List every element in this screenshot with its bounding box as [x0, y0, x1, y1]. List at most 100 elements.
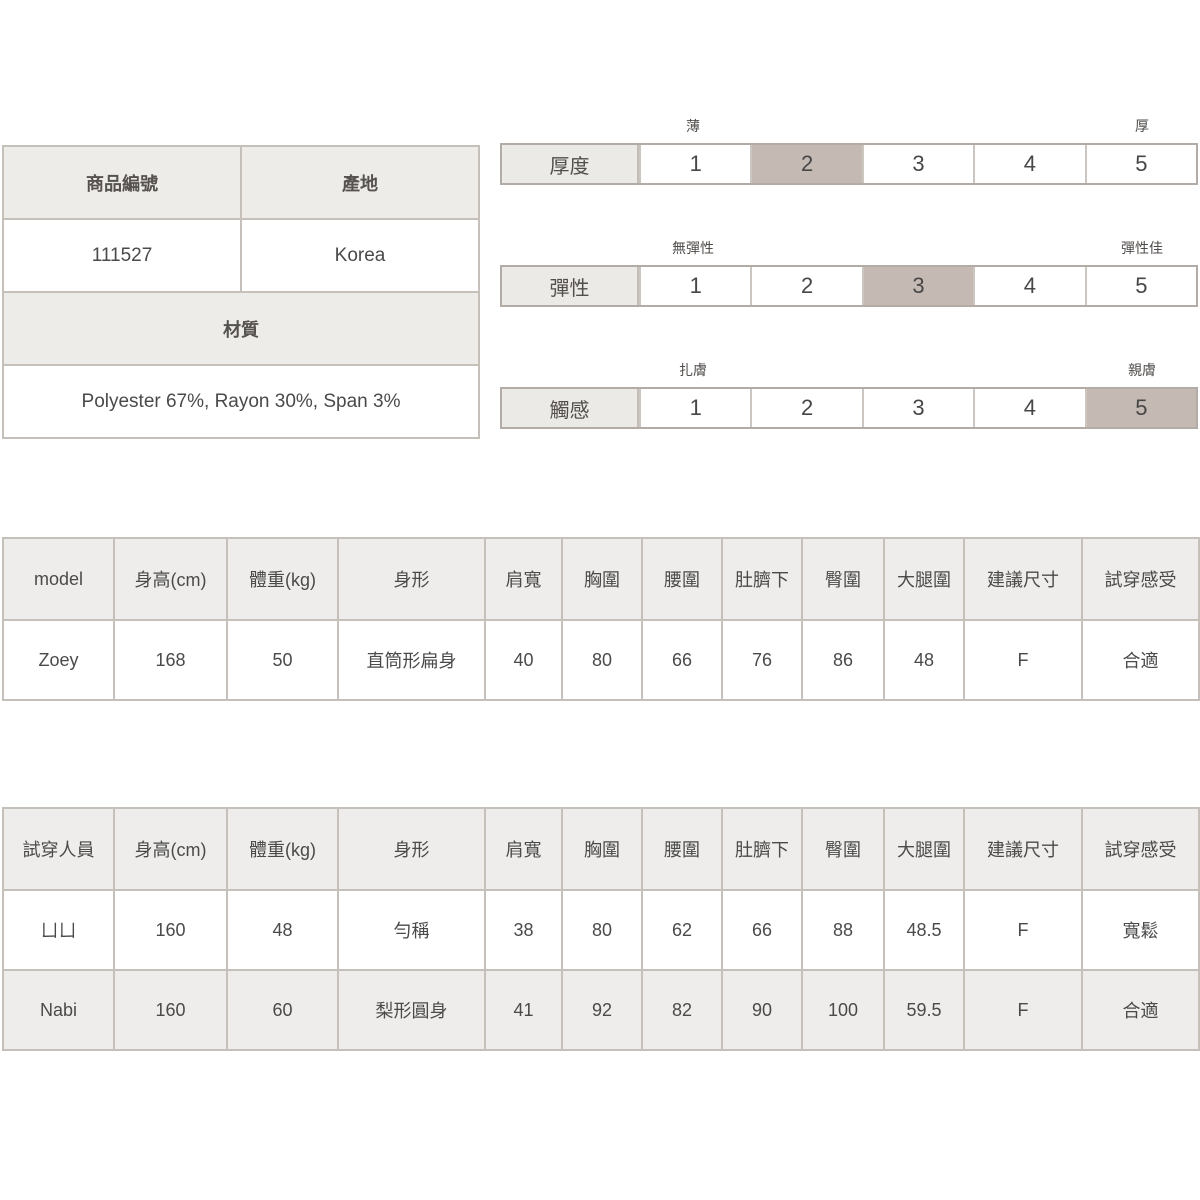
model-size-table: model 身高(cm) 體重(kg) 身形 肩寬 胸圍 腰圍 肚臍下 臀圍 大… [2, 537, 1200, 701]
cell-suggested-size: F [963, 619, 1083, 701]
header-thigh: 大腿圍 [883, 807, 965, 891]
scale-thickness-labels: 薄 厚 [500, 113, 1198, 143]
origin-header: 產地 [240, 145, 480, 220]
product-code-header: 商品編號 [2, 145, 242, 220]
scale-level-3: 3 [861, 145, 974, 183]
cell-weight: 60 [226, 969, 339, 1051]
cell-shoulder: 41 [484, 969, 563, 1051]
header-model: model [2, 537, 115, 621]
cell-height: 160 [113, 889, 228, 971]
cell-hip: 86 [801, 619, 885, 701]
header-shoulder: 肩寬 [484, 537, 563, 621]
info-value-row: 111527 Korea [2, 218, 480, 293]
scale-elasticity-row: 彈性 1 2 3 4 5 [500, 265, 1198, 307]
cell-body-shape: 梨形圓身 [337, 969, 486, 1051]
header-below-navel: 肚臍下 [721, 537, 803, 621]
material-header-row: 材質 [2, 291, 480, 366]
scale-level-5: 5 [1084, 145, 1197, 183]
scale-touch-labels: 扎膚 親膚 [500, 357, 1198, 387]
scale-level-3: 3 [861, 389, 974, 427]
scale-level-2: 2 [750, 267, 862, 305]
scale-level-1: 1 [639, 267, 751, 305]
scale-level-2: 2 [750, 389, 862, 427]
header-chest: 胸圍 [561, 807, 643, 891]
header-suggested-size: 建議尺寸 [963, 537, 1083, 621]
header-body-shape: 身形 [337, 537, 486, 621]
fitting-staff-table: 試穿人員 身高(cm) 體重(kg) 身形 肩寬 胸圍 腰圍 肚臍下 臀圍 大腿… [2, 807, 1200, 1051]
scale-touch-row: 觸感 1 2 3 4 5 [500, 387, 1198, 429]
header-fit-feel: 試穿感受 [1081, 807, 1200, 891]
cell-weight: 48 [226, 889, 339, 971]
cell-shoulder: 40 [484, 619, 563, 701]
cell-below-navel: 76 [721, 619, 803, 701]
header-height: 身高(cm) [113, 807, 228, 891]
header-suggested-size: 建議尺寸 [963, 807, 1083, 891]
scale-high-label: 彈性佳 [1121, 240, 1163, 256]
cell-model-name: Zoey [2, 619, 115, 701]
cell-thigh: 48 [883, 619, 965, 701]
material-header: 材質 [2, 291, 480, 366]
header-height: 身高(cm) [113, 537, 228, 621]
cell-height: 160 [113, 969, 228, 1051]
scale-name: 厚度 [502, 145, 639, 183]
product-info-table: 商品編號 產地 111527 Korea 材質 Polyester 67%, R… [2, 145, 480, 439]
scale-touch: 扎膚 親膚 觸感 1 2 3 4 5 [500, 357, 1198, 429]
header-below-navel: 肚臍下 [721, 807, 803, 891]
model-table-header-row: model 身高(cm) 體重(kg) 身形 肩寬 胸圍 腰圍 肚臍下 臀圍 大… [2, 537, 1200, 621]
scale-level-1: 1 [639, 389, 751, 427]
cell-hip: 88 [801, 889, 885, 971]
cell-below-navel: 66 [721, 889, 803, 971]
fit-table-header-row: 試穿人員 身高(cm) 體重(kg) 身形 肩寬 胸圍 腰圍 肚臍下 臀圍 大腿… [2, 807, 1200, 891]
cell-suggested-size: F [963, 969, 1083, 1051]
header-body-shape: 身形 [337, 807, 486, 891]
scale-thickness-row: 厚度 1 2 3 4 5 [500, 143, 1198, 185]
header-waist: 腰圍 [641, 807, 723, 891]
scale-name: 彈性 [502, 267, 639, 305]
header-thigh: 大腿圍 [883, 537, 965, 621]
scale-low-label: 薄 [686, 118, 700, 134]
scale-high-label: 厚 [1135, 118, 1149, 134]
header-shoulder: 肩寬 [484, 807, 563, 891]
info-header-row: 商品編號 產地 [2, 145, 480, 220]
scale-level-4: 4 [973, 389, 1085, 427]
cell-waist: 62 [641, 889, 723, 971]
scale-low-label: 無彈性 [672, 240, 714, 256]
fit-table-row: ㄩㄩ 160 48 勻稱 38 80 62 66 88 48.5 F 寬鬆 [2, 889, 1200, 971]
scale-elasticity: 無彈性 彈性佳 彈性 1 2 3 4 5 [500, 235, 1198, 307]
scale-level-5: 5 [1084, 267, 1197, 305]
header-fitting-staff: 試穿人員 [2, 807, 115, 891]
cell-chest: 92 [561, 969, 643, 1051]
scale-level-4: 4 [973, 267, 1085, 305]
material-value: Polyester 67%, Rayon 30%, Span 3% [2, 364, 480, 439]
cell-below-navel: 90 [721, 969, 803, 1051]
cell-staff-name: Nabi [2, 969, 115, 1051]
scale-low-label: 扎膚 [679, 362, 707, 378]
cell-thigh: 59.5 [883, 969, 965, 1051]
cell-chest: 80 [561, 619, 643, 701]
product-code-value: 111527 [2, 218, 242, 293]
scale-level-1: 1 [639, 145, 751, 183]
cell-staff-name: ㄩㄩ [2, 889, 115, 971]
origin-value: Korea [240, 218, 480, 293]
cell-suggested-size: F [963, 889, 1083, 971]
cell-body-shape: 直筒形扁身 [337, 619, 486, 701]
header-waist: 腰圍 [641, 537, 723, 621]
header-hip: 臀圍 [801, 537, 885, 621]
scale-thickness: 薄 厚 厚度 1 2 3 4 5 [500, 113, 1198, 185]
cell-shoulder: 38 [484, 889, 563, 971]
cell-hip: 100 [801, 969, 885, 1051]
cell-chest: 80 [561, 889, 643, 971]
cell-fit-feel: 合適 [1081, 969, 1200, 1051]
scale-level-5: 5 [1084, 389, 1197, 427]
cell-thigh: 48.5 [883, 889, 965, 971]
cell-fit-feel: 合適 [1081, 619, 1200, 701]
scale-elasticity-labels: 無彈性 彈性佳 [500, 235, 1198, 265]
cell-body-shape: 勻稱 [337, 889, 486, 971]
cell-waist: 66 [641, 619, 723, 701]
fit-table-row: Nabi 160 60 梨形圓身 41 92 82 90 100 59.5 F … [2, 969, 1200, 1051]
header-fit-feel: 試穿感受 [1081, 537, 1200, 621]
cell-height: 168 [113, 619, 228, 701]
scale-level-2: 2 [750, 145, 862, 183]
material-value-row: Polyester 67%, Rayon 30%, Span 3% [2, 364, 480, 439]
